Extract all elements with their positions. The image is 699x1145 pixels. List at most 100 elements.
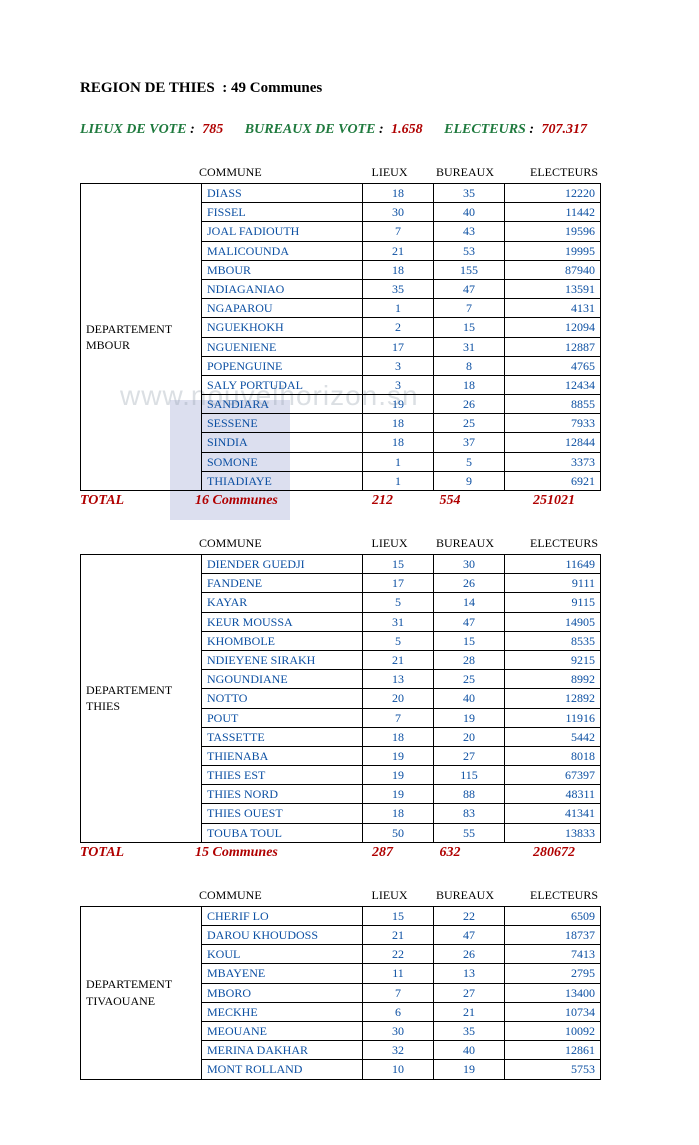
cell-bureaux: 20 [434, 727, 505, 746]
cell-bureaux: 37 [434, 433, 505, 452]
col-header-electeurs: ELECTEURS [504, 886, 602, 905]
cell-electeurs: 13591 [505, 279, 601, 298]
cell-electeurs: 12094 [505, 318, 601, 337]
cell-commune: SOMONE [202, 452, 363, 471]
col-header-commune: COMMUNE [195, 886, 353, 905]
table-header-row: COMMUNELIEUXBUREAUXELECTEURS [195, 886, 639, 905]
cell-commune: CHERIF LO [202, 906, 363, 925]
cell-lieux: 5 [363, 593, 434, 612]
cell-electeurs: 10734 [505, 1002, 601, 1021]
cell-lieux: 19 [363, 766, 434, 785]
cell-electeurs: 13833 [505, 823, 601, 842]
cell-commune: SANDIARA [202, 395, 363, 414]
cell-lieux: 10 [363, 1060, 434, 1079]
cell-lieux: 18 [363, 804, 434, 823]
cell-electeurs: 7413 [505, 945, 601, 964]
cell-lieux: 50 [363, 823, 434, 842]
cell-electeurs: 2795 [505, 964, 601, 983]
cell-lieux: 21 [363, 241, 434, 260]
col-header-bureaux: BUREAUX [426, 886, 504, 905]
cell-electeurs: 12434 [505, 375, 601, 394]
region-name: REGION DE THIES [80, 80, 215, 96]
cell-bureaux: 31 [434, 337, 505, 356]
cell-commune: SINDIA [202, 433, 363, 452]
cell-lieux: 1 [363, 452, 434, 471]
department-name-cell: DEPARTEMENTMBOUR [81, 184, 202, 491]
cell-commune: THIES OUEST [202, 804, 363, 823]
cell-commune: KOUL [202, 945, 363, 964]
cell-electeurs: 9115 [505, 593, 601, 612]
department-table: DEPARTEMENTTIVAOUANECHERIF LO15226509DAR… [80, 906, 601, 1080]
cell-electeurs: 19596 [505, 222, 601, 241]
cell-lieux: 17 [363, 574, 434, 593]
cell-commune: JOAL FADIOUTH [202, 222, 363, 241]
cell-electeurs: 8855 [505, 395, 601, 414]
cell-electeurs: 87940 [505, 260, 601, 279]
summary-electeurs-value: 707.317 [542, 122, 588, 137]
cell-commune: SALY PORTUDAL [202, 375, 363, 394]
cell-electeurs: 6921 [505, 471, 601, 490]
cell-bureaux: 40 [434, 689, 505, 708]
cell-lieux: 21 [363, 650, 434, 669]
col-header-electeurs: ELECTEURS [504, 163, 602, 182]
cell-commune: KEUR MOUSSA [202, 612, 363, 631]
cell-commune: TASSETTE [202, 727, 363, 746]
total-row: TOTAL16 Communes212554251021 [80, 493, 639, 509]
cell-electeurs: 11442 [505, 203, 601, 222]
total-electeurs: 280672 [485, 845, 575, 861]
col-header-bureaux: BUREAUX [426, 163, 504, 182]
cell-commune: NGAPAROU [202, 299, 363, 318]
total-bureaux: 632 [415, 845, 485, 861]
cell-electeurs: 18737 [505, 926, 601, 945]
table-header-row: COMMUNELIEUXBUREAUXELECTEURS [195, 534, 639, 553]
cell-lieux: 32 [363, 1041, 434, 1060]
cell-commune: MEOUANE [202, 1021, 363, 1040]
cell-bureaux: 5 [434, 452, 505, 471]
cell-bureaux: 9 [434, 471, 505, 490]
cell-electeurs: 5753 [505, 1060, 601, 1079]
summary-electeurs-label: ELECTEURS [444, 122, 526, 137]
cell-bureaux: 88 [434, 785, 505, 804]
cell-commune: THIENABA [202, 746, 363, 765]
cell-lieux: 11 [363, 964, 434, 983]
cell-bureaux: 27 [434, 746, 505, 765]
cell-electeurs: 12220 [505, 184, 601, 203]
table-row: DEPARTEMENTTHIESDIENDER GUEDJI153011649 [81, 555, 601, 574]
cell-commune: MONT ROLLAND [202, 1060, 363, 1079]
cell-commune: FISSEL [202, 203, 363, 222]
cell-bureaux: 25 [434, 414, 505, 433]
cell-commune: POUT [202, 708, 363, 727]
cell-lieux: 15 [363, 906, 434, 925]
cell-bureaux: 18 [434, 375, 505, 394]
col-header-commune: COMMUNE [195, 534, 353, 553]
department-block: COMMUNELIEUXBUREAUXELECTEURS DEPARTEMENTT… [80, 534, 639, 861]
cell-electeurs: 4765 [505, 356, 601, 375]
cell-bureaux: 55 [434, 823, 505, 842]
cell-bureaux: 115 [434, 766, 505, 785]
cell-electeurs: 8992 [505, 670, 601, 689]
cell-bureaux: 7 [434, 299, 505, 318]
cell-commune: FANDENE [202, 574, 363, 593]
cell-commune: DIENDER GUEDJI [202, 555, 363, 574]
cell-electeurs: 9111 [505, 574, 601, 593]
cell-lieux: 22 [363, 945, 434, 964]
cell-commune: THIES NORD [202, 785, 363, 804]
cell-electeurs: 5442 [505, 727, 601, 746]
cell-bureaux: 40 [434, 203, 505, 222]
cell-lieux: 31 [363, 612, 434, 631]
department-table: DEPARTEMENTMBOURDIASS183512220FISSEL3040… [80, 183, 601, 491]
summary-lieux-value: 785 [202, 122, 223, 137]
cell-bureaux: 35 [434, 1021, 505, 1040]
page-title: REGION DE THIES : 49 Communes [80, 80, 639, 97]
total-lieux: 212 [350, 493, 415, 509]
col-header-lieux: LIEUX [353, 163, 426, 182]
cell-lieux: 6 [363, 1002, 434, 1021]
cell-lieux: 19 [363, 785, 434, 804]
cell-lieux: 19 [363, 395, 434, 414]
cell-lieux: 20 [363, 689, 434, 708]
table-row: DEPARTEMENTTIVAOUANECHERIF LO15226509 [81, 906, 601, 925]
cell-bureaux: 25 [434, 670, 505, 689]
cell-commune: NDIAGANIAO [202, 279, 363, 298]
region-suffix: : 49 Communes [222, 80, 322, 96]
cell-lieux: 30 [363, 203, 434, 222]
